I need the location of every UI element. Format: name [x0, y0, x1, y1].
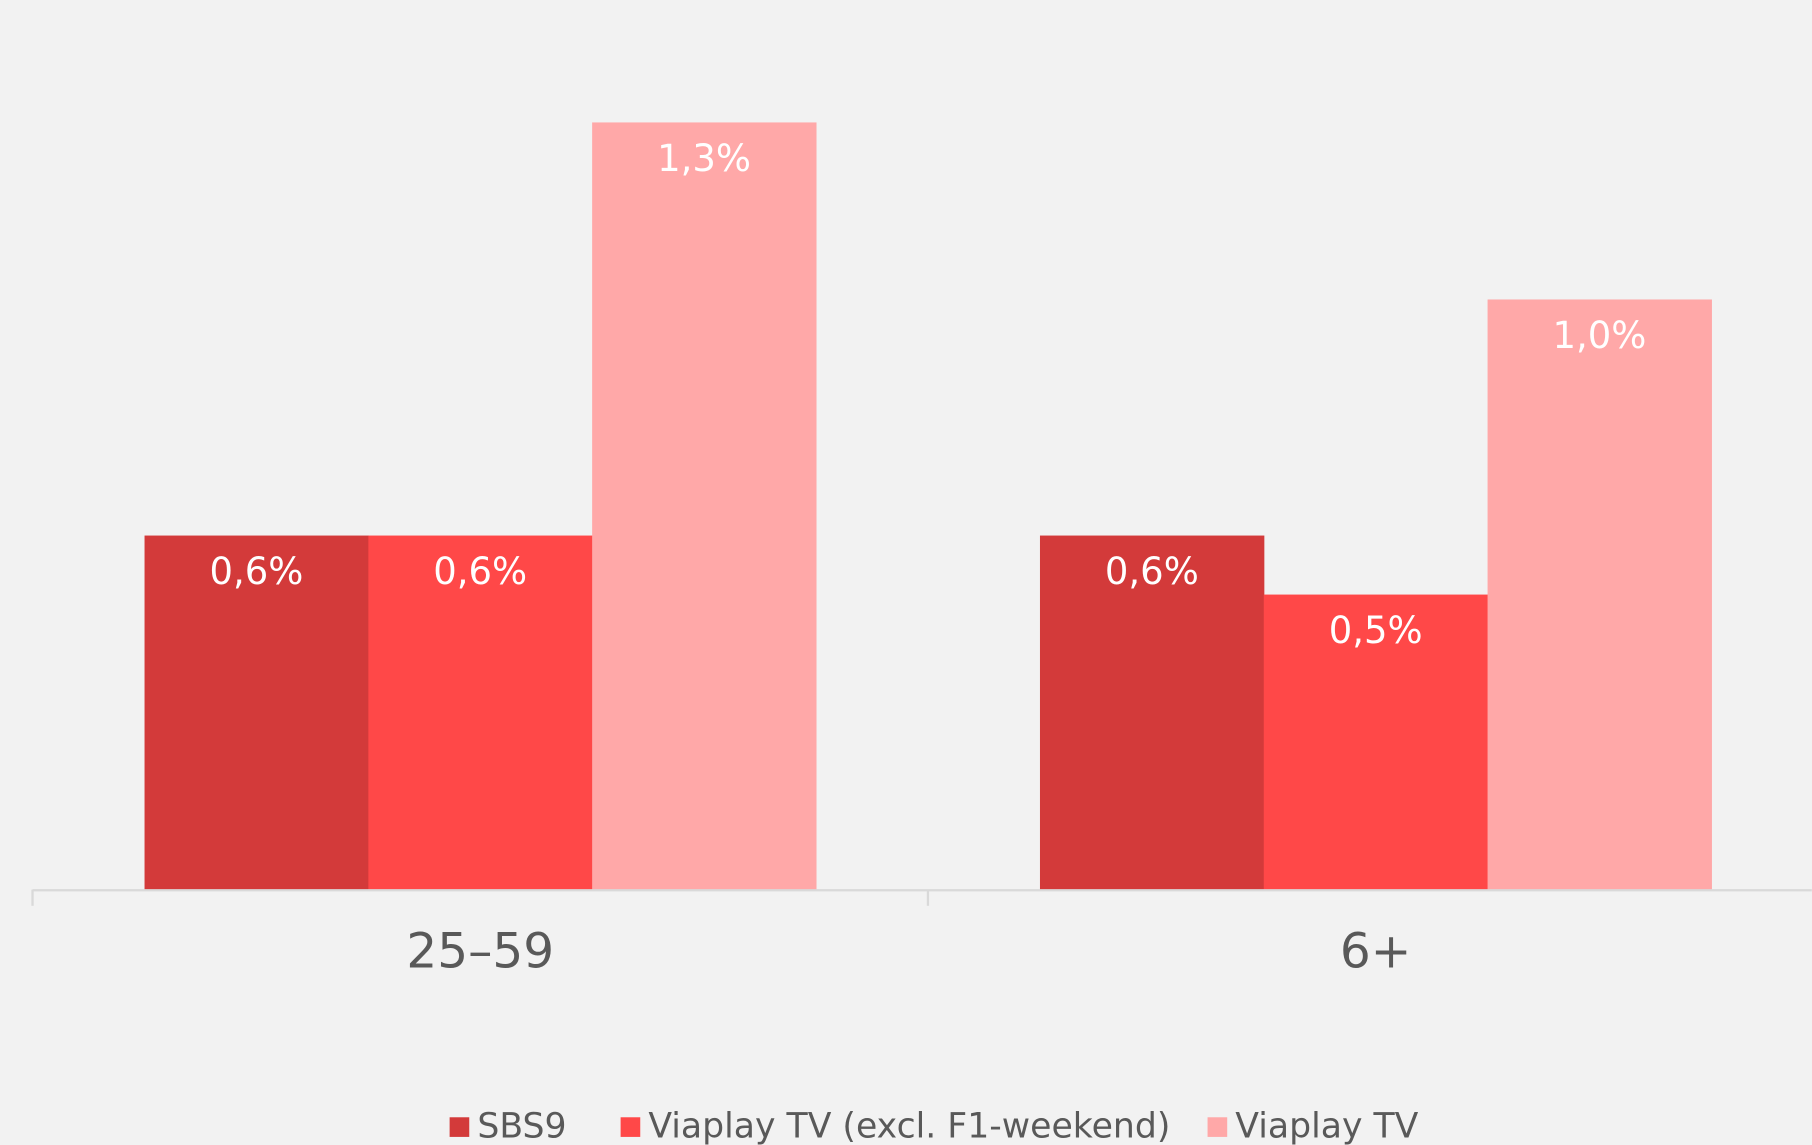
- legend-swatch: [620, 1117, 641, 1137]
- bar: [144, 535, 369, 890]
- bar: [1263, 594, 1489, 890]
- legend-swatch: [1207, 1117, 1228, 1137]
- legend-label: Viaplay TV: [1235, 1107, 1418, 1145]
- bar: [1039, 535, 1265, 890]
- x-tick-label: 6+: [1340, 923, 1412, 979]
- bar: [1487, 299, 1712, 890]
- data-label: 1,3%: [657, 137, 751, 180]
- data-label: 0,5%: [1329, 609, 1423, 652]
- legend-label: Viaplay TV (excl. F1-weekend): [648, 1107, 1170, 1145]
- data-label: 0,6%: [433, 550, 527, 593]
- x-tick-label: 25–59: [406, 923, 554, 979]
- legend-label: SBS9: [477, 1107, 566, 1145]
- bar: [368, 535, 593, 890]
- legend-swatch: [449, 1117, 470, 1137]
- data-label: 0,6%: [209, 550, 303, 593]
- data-label: 1,0%: [1553, 314, 1647, 357]
- data-label: 0,6%: [1105, 550, 1199, 593]
- bar: [592, 122, 817, 890]
